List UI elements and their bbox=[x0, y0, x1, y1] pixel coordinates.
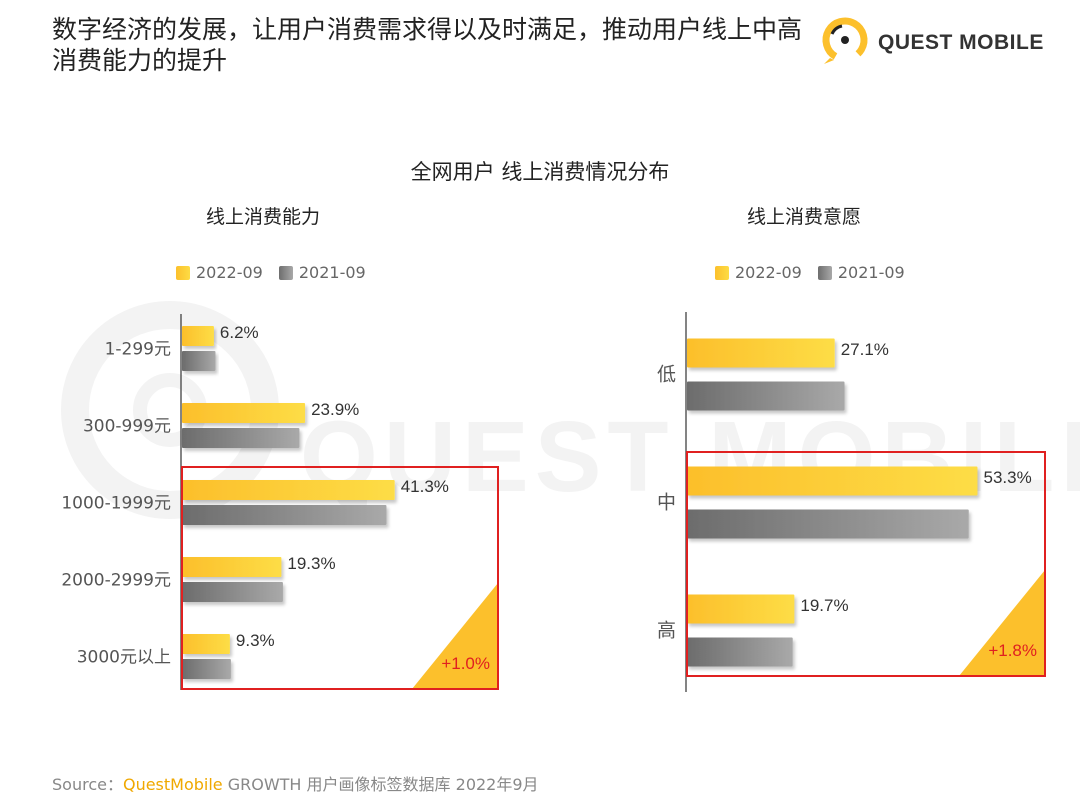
bar-2021-09 bbox=[687, 509, 969, 539]
data-label-2022-09: 23.9% bbox=[311, 400, 359, 419]
bar-2022-09 bbox=[182, 326, 214, 346]
bar-2022-09 bbox=[687, 594, 795, 624]
bar-2022-09 bbox=[182, 634, 230, 654]
logo-text: QUEST MOBILE bbox=[878, 31, 1044, 54]
delta-triangle bbox=[959, 570, 1045, 676]
source-prefix: Source： bbox=[52, 775, 123, 794]
bar-2021-09 bbox=[182, 428, 300, 448]
main-chart-title: 全网用户 线上消费情况分布 bbox=[410, 160, 670, 184]
legend-swatch-2022 bbox=[176, 265, 190, 280]
data-label-2022-09: 27.1% bbox=[841, 340, 889, 359]
bar-2021-09 bbox=[687, 381, 845, 411]
source-rest: GROWTH 用户画像标签数据库 2022年9月 bbox=[222, 775, 539, 794]
right-legend: 2022-09 2021-09 bbox=[715, 263, 921, 282]
category-label: 3000元以上 bbox=[77, 648, 171, 668]
data-label-2022-09: 53.3% bbox=[983, 468, 1031, 487]
legend-swatch-2021 bbox=[817, 265, 832, 280]
legend-label-2022: 2022-09 bbox=[196, 263, 263, 282]
legend-swatch-2021 bbox=[278, 265, 293, 280]
category-label: 高 bbox=[657, 620, 676, 642]
bar-2022-09 bbox=[182, 557, 282, 577]
bar-2021-09 bbox=[182, 351, 216, 371]
data-label-2022-09: 41.3% bbox=[401, 477, 449, 496]
headline: 数字经济的发展，让用户消费需求得以及时满足，推动用户线上中高消费能力的提升 bbox=[52, 15, 803, 75]
category-label: 2000-2999元 bbox=[61, 571, 171, 591]
questmobile-logo: QUEST MOBILE bbox=[818, 14, 1043, 68]
questmobile-logo-icon bbox=[822, 17, 868, 64]
bar-2022-09 bbox=[687, 338, 835, 368]
bar-2021-09 bbox=[182, 505, 387, 525]
left-panel-title: 线上消费能力 bbox=[206, 206, 321, 228]
data-label-2022-09: 6.2% bbox=[220, 323, 259, 342]
source-brand: QuestMobile bbox=[122, 775, 223, 794]
source-note: Source：QuestMobile GROWTH 用户画像标签数据库 2022… bbox=[52, 771, 539, 795]
bar-2021-09 bbox=[182, 582, 283, 602]
highlight-box bbox=[686, 451, 1046, 677]
category-label: 低 bbox=[657, 364, 676, 386]
delta-label: +1.0% bbox=[441, 654, 490, 673]
data-label-2022-09: 9.3% bbox=[236, 631, 275, 650]
delta-label: +1.8% bbox=[988, 641, 1037, 660]
legend-swatch-2022 bbox=[715, 265, 729, 280]
legend-label-2021: 2021-09 bbox=[298, 263, 366, 282]
category-label: 1-299元 bbox=[105, 340, 171, 360]
bar-2021-09 bbox=[182, 659, 231, 679]
bar-2022-09 bbox=[182, 403, 306, 423]
right-panel-title: 线上消费意愿 bbox=[747, 206, 862, 228]
category-label: 1000-1999元 bbox=[61, 494, 171, 514]
bar-2022-09 bbox=[182, 480, 395, 500]
left-legend: 2022-09 2021-09 bbox=[176, 263, 382, 282]
bar-2021-09 bbox=[687, 637, 793, 667]
category-label: 中 bbox=[657, 492, 676, 514]
data-label-2022-09: 19.3% bbox=[287, 554, 335, 573]
legend-label-2022: 2022-09 bbox=[735, 263, 802, 282]
delta-triangle bbox=[412, 583, 498, 689]
legend-label-2021: 2021-09 bbox=[837, 263, 905, 282]
bar-2022-09 bbox=[687, 466, 978, 496]
data-label-2022-09: 19.7% bbox=[800, 596, 848, 615]
highlight-box bbox=[181, 466, 499, 690]
category-label: 300-999元 bbox=[83, 417, 171, 437]
